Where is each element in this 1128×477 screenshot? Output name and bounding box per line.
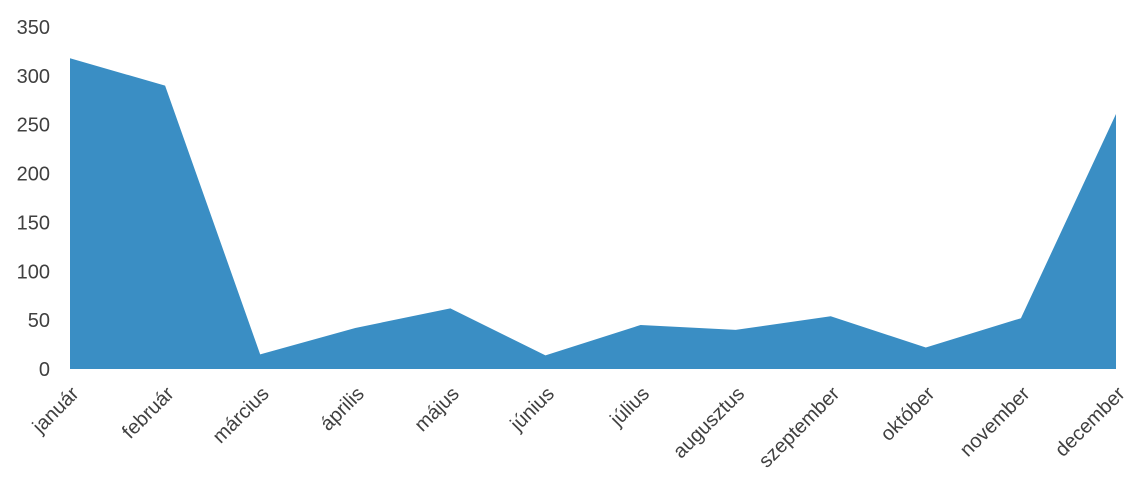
x-tick-label: július <box>605 383 653 431</box>
x-tick-label: május <box>411 383 464 436</box>
x-axis: január február március április május június jú… <box>28 383 1128 473</box>
x-tick-label: február <box>118 383 179 444</box>
y-axis: 0 50 100 150 200 250 300 350 <box>17 17 50 381</box>
y-tick-label: 250 <box>17 115 50 137</box>
y-tick-label: 200 <box>17 164 50 186</box>
y-tick-label: 100 <box>17 261 50 283</box>
area-series <box>70 58 1116 370</box>
x-tick-label: november <box>956 383 1035 462</box>
y-tick-label: 300 <box>17 66 50 88</box>
x-tick-label: március <box>209 383 274 448</box>
y-tick-label: 50 <box>28 310 50 332</box>
x-tick-label: január <box>28 383 84 439</box>
y-tick-label: 350 <box>17 17 50 39</box>
y-tick-label: 0 <box>39 359 50 381</box>
x-tick-label: december <box>1051 383 1128 462</box>
x-tick-label: augusztus <box>669 383 749 463</box>
x-tick-label: szeptember <box>755 383 845 473</box>
y-tick-label: 150 <box>17 212 50 234</box>
x-tick-label: június <box>506 383 559 436</box>
x-tick-label: október <box>877 383 940 446</box>
x-tick-label: április <box>316 383 369 436</box>
plot-area <box>70 58 1116 370</box>
